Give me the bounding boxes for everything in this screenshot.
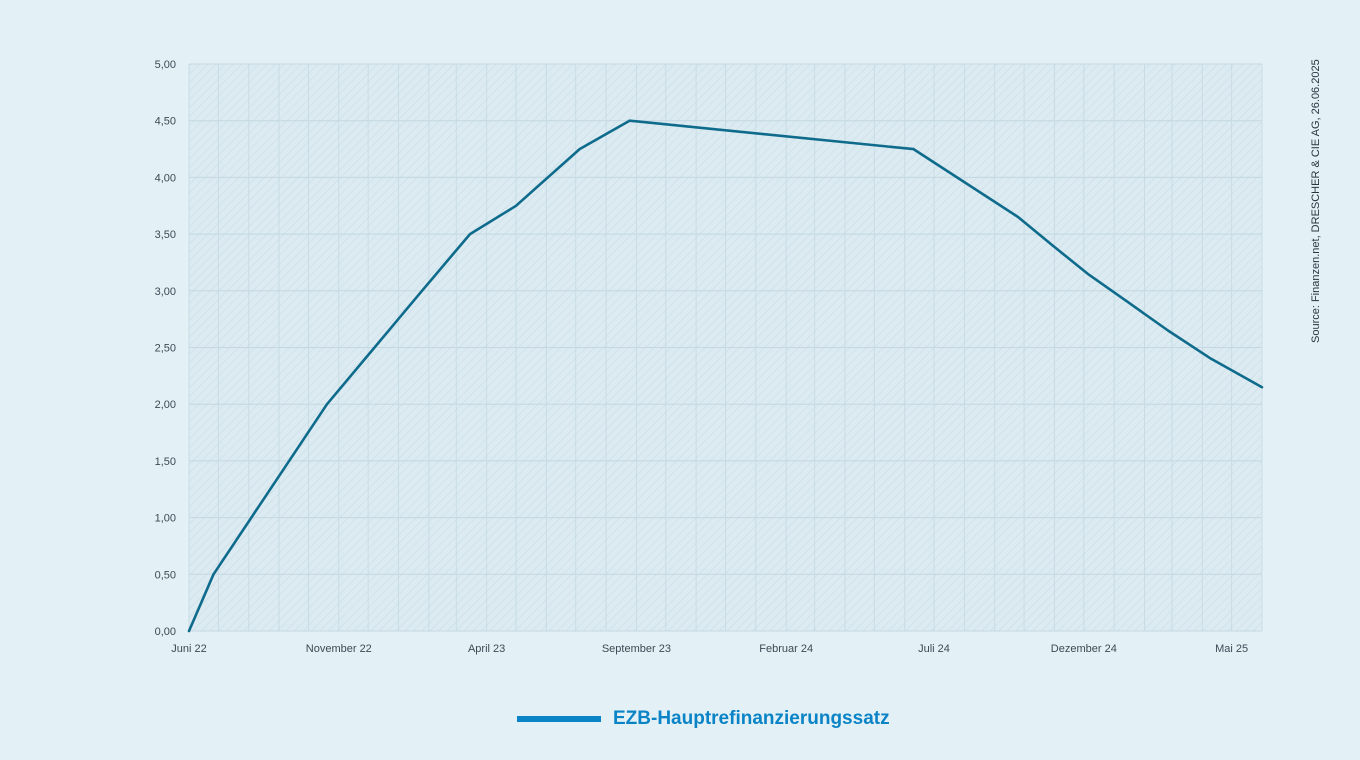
y-tick-label: 0,00 [155,626,176,638]
y-tick-label: 1,00 [155,513,176,525]
series-line [187,119,1264,633]
legend-label: EZB-Hauptrefinanzierungssatz [613,708,890,729]
y-tick-label: 5,00 [155,59,176,71]
x-axis: Juni 22 November 22 April 23 September 23 Fe… [171,643,1248,655]
y-tick-label: 2,00 [155,399,176,411]
y-tick-label: 0,50 [155,569,176,581]
x-tick-label: Februar 24 [759,643,813,655]
grid [188,63,1263,632]
series-layer [187,119,1264,633]
x-tick-label: Juni 22 [171,643,206,655]
x-tick-label: September 23 [602,643,671,655]
y-tick-label: 4,50 [155,116,176,128]
legend-swatch [517,716,601,722]
legend: EZB-Hauptrefinanzierungssatz [517,708,890,730]
x-tick-label: Mai 25 [1215,643,1248,655]
y-axis: 0,00 0,50 1,00 1,50 2,00 2,50 3,00 3,50 4,00 4,50… [155,59,176,638]
y-tick-label: 4,00 [155,172,176,184]
x-tick-label: April 23 [468,643,505,655]
y-tick-label: 3,00 [155,286,176,298]
y-tick-label: 3,50 [155,229,176,241]
x-tick-label: Juli 24 [918,643,950,655]
x-tick-label: Dezember 24 [1051,643,1117,655]
source-note: Source: Finanzen.net, DRESCHER & CIE AG,… [1310,59,1322,343]
y-tick-label: 2,50 [155,343,176,355]
y-tick-label: 1,50 [155,456,176,468]
x-tick-label: November 22 [306,643,372,655]
